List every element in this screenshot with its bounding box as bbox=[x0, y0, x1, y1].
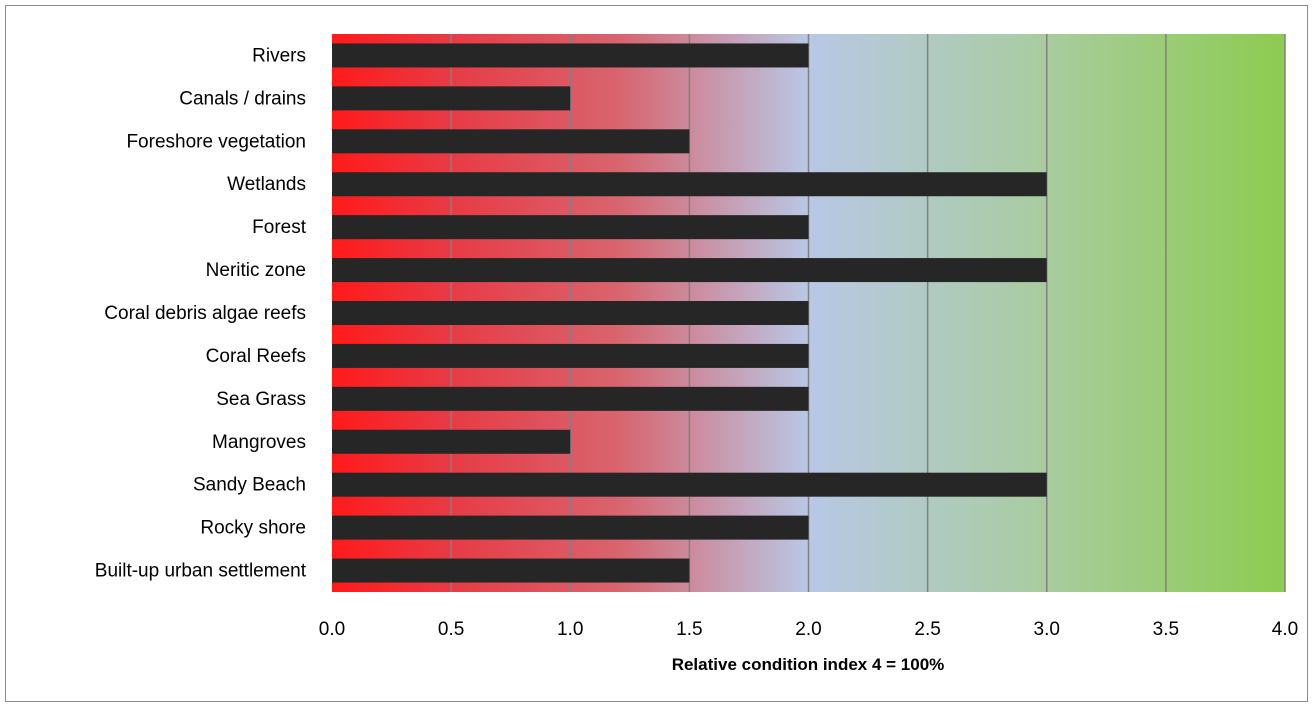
bar-layer bbox=[332, 43, 1047, 583]
x-tick-label: 2.0 bbox=[795, 619, 821, 640]
bar bbox=[332, 258, 1047, 283]
x-tick-label: 1.0 bbox=[557, 619, 583, 640]
bar bbox=[332, 386, 809, 411]
bar bbox=[332, 129, 690, 154]
x-tick-label: 0.0 bbox=[319, 619, 345, 640]
bar bbox=[332, 301, 809, 325]
category-label: Built-up urban settlement bbox=[95, 561, 307, 582]
category-label: Foreshore vegetation bbox=[126, 131, 306, 152]
bar bbox=[332, 472, 1047, 497]
tick-label-layer: 0.0 0.5 1.0 1.5 2.0 2.5 3.0 3.5 4.0 bbox=[319, 619, 1298, 640]
bar bbox=[332, 43, 809, 68]
category-label: Coral Reefs bbox=[206, 346, 306, 367]
category-label: Canals / drains bbox=[179, 88, 306, 109]
bar bbox=[332, 429, 571, 454]
category-label: Rivers bbox=[252, 45, 306, 66]
bar bbox=[332, 172, 1047, 197]
category-label-layer: Rivers Canals / drains Foreshore vegetatio… bbox=[95, 45, 307, 581]
category-label: Coral debris algae reefs bbox=[104, 303, 306, 324]
category-label: Neritic zone bbox=[206, 260, 306, 281]
bar bbox=[332, 558, 690, 583]
bar bbox=[332, 86, 571, 111]
category-label: Mangroves bbox=[212, 432, 306, 453]
category-label: Rocky shore bbox=[200, 518, 306, 539]
category-label: Wetlands bbox=[227, 174, 306, 195]
x-tick-label: 4.0 bbox=[1272, 619, 1298, 640]
bar bbox=[332, 343, 809, 368]
bar bbox=[332, 515, 809, 540]
category-label: Forest bbox=[252, 217, 307, 238]
category-label: Sea Grass bbox=[216, 389, 306, 410]
bar bbox=[332, 215, 809, 240]
x-tick-label: 0.5 bbox=[438, 619, 464, 640]
x-tick-label: 3.0 bbox=[1034, 619, 1060, 640]
category-label: Sandy Beach bbox=[193, 475, 306, 496]
x-tick-label: 3.5 bbox=[1153, 619, 1179, 640]
x-axis-title: Relative condition index 4 = 100% bbox=[672, 655, 945, 674]
x-tick-label: 2.5 bbox=[914, 619, 940, 640]
x-tick-label: 1.5 bbox=[676, 619, 702, 640]
